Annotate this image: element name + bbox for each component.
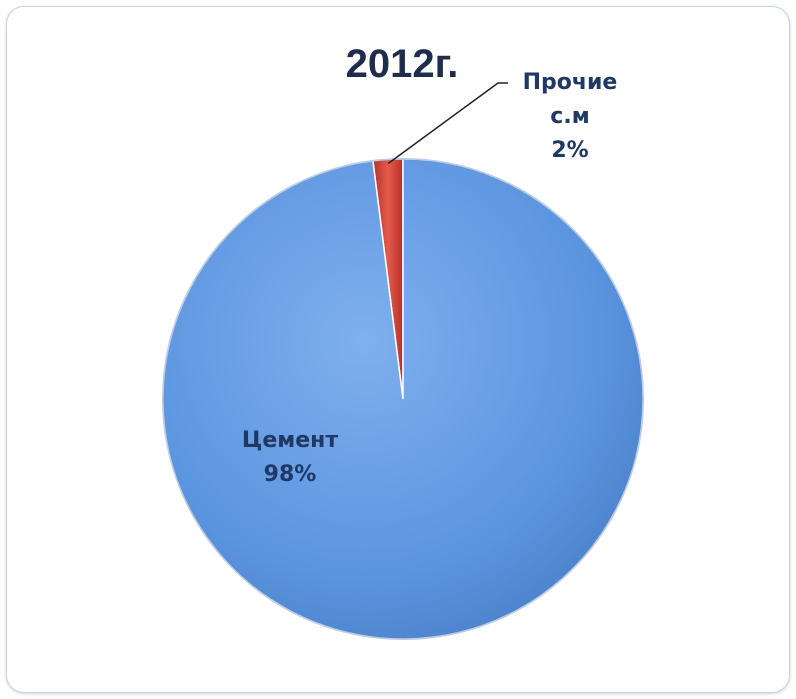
chart-title: 2012г. — [346, 42, 459, 86]
pie-chart: 2012г. Прочие с.м 2% Цемент 98% — [162, 42, 644, 640]
slice-percent-label: 2% — [551, 138, 588, 163]
chart-frame: 2012г. Прочие с.м 2% Цемент 98% — [6, 6, 790, 693]
slice-name-label: Цемент — [242, 428, 338, 453]
slice-percent-label: 98% — [264, 462, 317, 487]
data-labels: Прочие с.м 2% Цемент 98% — [242, 70, 617, 487]
pie-slices — [162, 158, 644, 640]
slice-name-label: с.м — [550, 104, 589, 129]
pie-slice — [162, 158, 644, 640]
slice-name-label: Прочие — [523, 70, 618, 95]
leader-line — [387, 82, 508, 165]
pie-rim — [162, 158, 644, 640]
